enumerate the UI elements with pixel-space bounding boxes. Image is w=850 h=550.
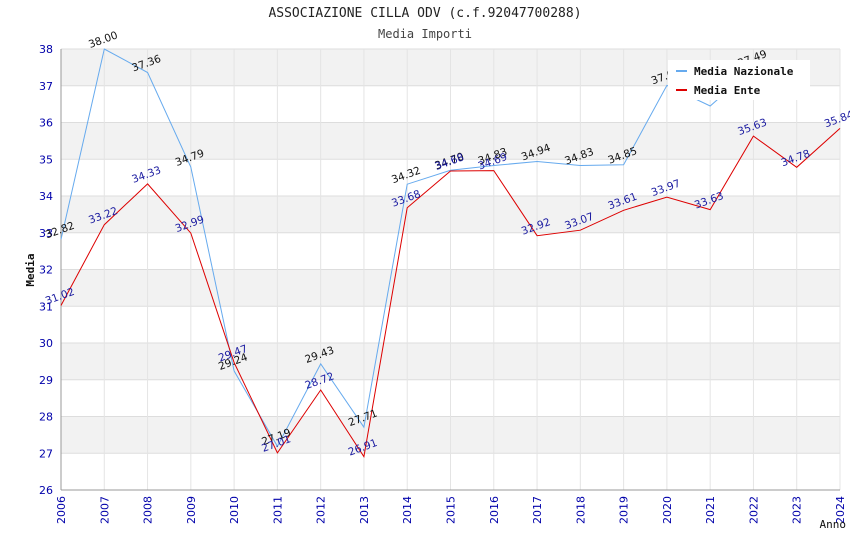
legend-swatch-nazionale: [676, 70, 687, 72]
x-tick-label: 2019: [618, 496, 631, 524]
x-tick-label: 2018: [574, 496, 587, 524]
x-tick-label: 2009: [185, 496, 198, 524]
legend: Media Nazionale Media Ente: [668, 60, 810, 100]
x-tick-label: 2007: [98, 496, 111, 524]
x-tick-label: 2017: [531, 496, 544, 524]
y-tick-label: 28: [39, 411, 53, 424]
x-tick-label: 2010: [228, 496, 241, 524]
y-tick-label: 32: [39, 264, 53, 277]
x-tick-label: 2020: [661, 496, 674, 524]
x-tick-label: 2023: [791, 496, 804, 524]
series-line-nazionale: [60, 48, 754, 448]
x-tick-label: 2014: [401, 496, 414, 524]
legend-label-nazionale: Media Nazionale: [694, 64, 794, 78]
data-label-nazionale: 32.82: [44, 220, 76, 242]
data-label-nazionale: 34.32: [390, 165, 422, 187]
x-tick-label: 2016: [488, 496, 501, 524]
data-label-nazionale: 38.00: [87, 29, 119, 51]
legend-item-ente: Media Ente: [676, 82, 760, 98]
y-tick-label: 34: [39, 190, 53, 203]
legend-label-ente: Media Ente: [694, 83, 761, 97]
x-tick-label: 2008: [142, 496, 155, 524]
y-tick-label: 31: [39, 300, 53, 313]
y-tick-label: 26: [39, 484, 53, 497]
data-label-ente: 34.33: [130, 164, 162, 186]
x-tick-label: 2021: [704, 496, 717, 524]
x-tick-label: 2024: [834, 496, 847, 524]
y-tick-label: 38: [39, 43, 53, 56]
x-tick-label: 2012: [315, 496, 328, 524]
x-tick-label: 2015: [445, 496, 458, 524]
legend-item-nazionale: Media Nazionale: [676, 63, 793, 79]
x-tick-label: 2006: [55, 496, 68, 524]
y-tick-label: 30: [39, 337, 53, 350]
y-axis-label: Media: [24, 253, 37, 286]
chart-title: ASSOCIAZIONE CILLA ODV (c.f.92047700288): [268, 6, 582, 21]
x-tick-label: 2013: [358, 496, 371, 524]
y-tick-label: 33: [39, 227, 53, 240]
y-tick-label: 27: [39, 447, 53, 460]
legend-swatch-ente: [676, 89, 687, 91]
chart-subtitle: Media Importi: [378, 27, 472, 41]
x-axis-label: Anno: [820, 518, 847, 531]
series-line-ente: [60, 128, 841, 458]
y-tick-label: 29: [39, 374, 53, 387]
y-tick-label: 37: [39, 80, 53, 93]
y-tick-label: 35: [39, 153, 53, 166]
x-tick-label: 2022: [747, 496, 760, 524]
y-tick-label: 36: [39, 117, 53, 130]
x-tick-label: 2011: [271, 496, 284, 524]
